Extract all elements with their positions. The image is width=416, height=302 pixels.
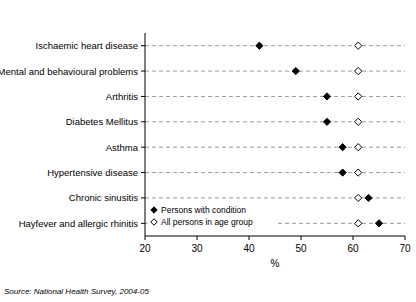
dot	[355, 144, 362, 151]
legend-label: All persons in age group	[161, 217, 253, 227]
y-tick	[141, 121, 145, 122]
dot	[323, 93, 330, 100]
dot	[355, 67, 362, 74]
x-axis	[145, 236, 405, 237]
legend-marker	[151, 219, 157, 225]
category-label: Asthma	[106, 142, 139, 153]
x-axis-label: %	[271, 258, 280, 269]
category-label: Arthritis	[106, 91, 138, 102]
chart: 20 30 40 50 60 70% Ischaemic heart disease Ment…	[0, 0, 416, 302]
x-tick	[405, 236, 406, 240]
category-label: Hypertensive disease	[47, 167, 138, 178]
x-tick-label: 50	[295, 243, 307, 254]
grid-line	[145, 71, 405, 72]
x-tick-label: 70	[399, 243, 411, 254]
grid-line	[145, 147, 405, 148]
x-tick	[197, 236, 198, 240]
dot	[355, 118, 362, 125]
dot	[355, 42, 362, 49]
x-tick-label: 30	[191, 243, 203, 254]
y-tick	[141, 45, 145, 46]
y-tick	[141, 172, 145, 173]
grid-line	[145, 121, 405, 122]
dot	[256, 42, 263, 49]
grid-line	[145, 45, 405, 46]
dot	[365, 194, 372, 201]
marks	[256, 42, 383, 227]
dot	[375, 220, 382, 227]
y-tick	[141, 96, 145, 97]
x-tick	[353, 236, 354, 240]
category-label: Chronic sinusitis	[69, 192, 138, 203]
x-tick	[145, 236, 146, 240]
legend-marker	[151, 207, 157, 213]
dot	[355, 194, 362, 201]
dot	[355, 93, 362, 100]
source-note: Source: National Health Survey, 2004-05	[4, 287, 149, 296]
y-axis	[145, 33, 146, 236]
dot	[292, 67, 299, 74]
x-tick	[249, 236, 250, 240]
dot	[339, 169, 346, 176]
dot	[339, 144, 346, 151]
category-label: Hayfever and allergic rhinitis	[19, 218, 139, 229]
category-label: Diabetes Mellitus	[66, 116, 139, 127]
grid-line	[145, 172, 405, 173]
legend: Persons with condition All persons in age…	[148, 203, 276, 227]
x-tick-label: 60	[347, 243, 359, 254]
dot	[323, 118, 330, 125]
y-tick	[141, 147, 145, 148]
y-tick	[141, 71, 145, 72]
legend-label: Persons with condition	[161, 205, 246, 215]
dot	[355, 220, 362, 227]
y-tick	[141, 223, 145, 224]
x-tick	[301, 236, 302, 240]
grid-line	[145, 96, 405, 97]
category-label: Mental and behavioural problems	[0, 66, 138, 77]
y-tick	[141, 197, 145, 198]
x-tick-label: 40	[243, 243, 255, 254]
category-label: Ischaemic heart disease	[36, 40, 138, 51]
dot	[355, 169, 362, 176]
x-tick-label: 20	[139, 243, 151, 254]
legend-bg	[148, 203, 276, 227]
